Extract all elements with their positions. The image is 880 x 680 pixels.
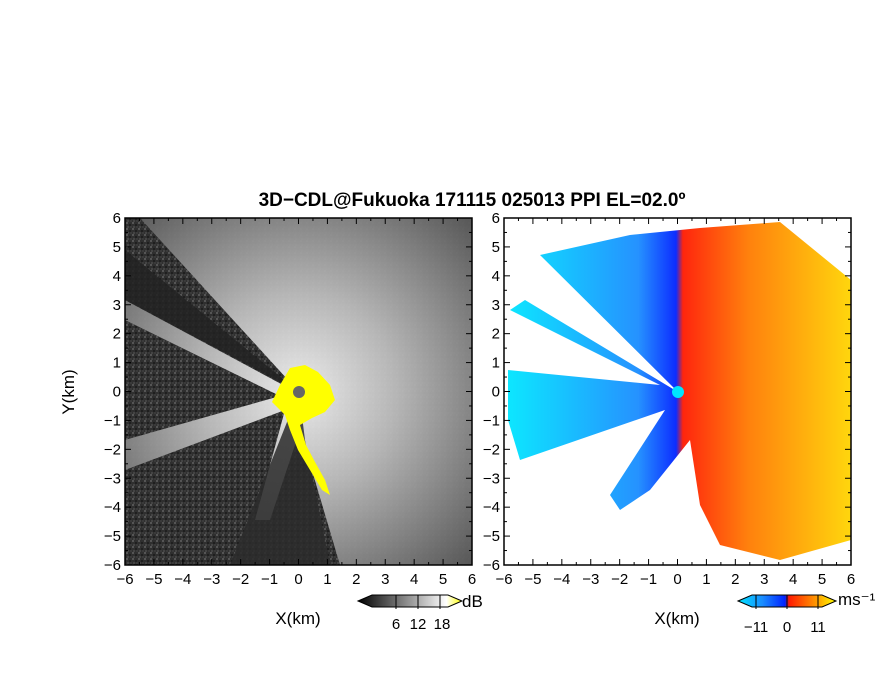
radar-site-marker-velocity bbox=[672, 386, 684, 398]
reflectivity-y-tick-label: −5 bbox=[104, 528, 121, 545]
reflectivity-y-tick-label: −3 bbox=[104, 470, 121, 487]
velocity-x-tick-label: 3 bbox=[760, 571, 768, 588]
velocity-x-tick-label: −2 bbox=[611, 571, 628, 588]
figure-title: 3D−CDL@Fukuoka 171115 025013 PPI EL=02.0… bbox=[259, 190, 686, 211]
velocity-x-tick-label: −1 bbox=[640, 571, 657, 588]
radar-site-marker bbox=[293, 386, 305, 398]
velocity-x-tick-label: −4 bbox=[553, 571, 570, 588]
velocity-x-tick-label: −3 bbox=[582, 571, 599, 588]
reflectivity-ylabel: Y(km) bbox=[59, 369, 78, 414]
reflectivity-colorbar-tick-6: 6 bbox=[392, 616, 400, 633]
reflectivity-y-tick-label: −1 bbox=[104, 412, 121, 429]
reflectivity-y-tick-label: 5 bbox=[113, 239, 121, 256]
reflectivity-x-tick-label: 0 bbox=[294, 571, 302, 588]
reflectivity-y-tick-label: −2 bbox=[104, 441, 121, 458]
reflectivity-echo-region bbox=[125, 218, 472, 565]
reflectivity-x-tick-label: 1 bbox=[323, 571, 331, 588]
velocity-y-tick-label: 4 bbox=[492, 268, 500, 285]
reflectivity-colorbar-unit: dB bbox=[462, 592, 483, 611]
velocity-y-tick-label: −3 bbox=[483, 470, 500, 487]
velocity-y-tick-label: 5 bbox=[492, 239, 500, 256]
reflectivity-panel bbox=[125, 218, 472, 565]
velocity-colorbar-tick-0: 0 bbox=[783, 619, 791, 636]
reflectivity-x-tick-label: 2 bbox=[352, 571, 360, 588]
velocity-colorbar-tick-neg11: −11 bbox=[744, 619, 768, 636]
velocity-x-tick-label: 5 bbox=[818, 571, 826, 588]
reflectivity-y-tick-label: −4 bbox=[104, 499, 121, 516]
velocity-y-tick-label: −5 bbox=[483, 528, 500, 545]
velocity-x-tick-label: 0 bbox=[673, 571, 681, 588]
axes-group: −6−6−5−5−4−4−3−3−2−2−1−100112233445566−6… bbox=[104, 210, 855, 588]
reflectivity-x-tick-label: −6 bbox=[116, 571, 133, 588]
reflectivity-x-tick-label: 3 bbox=[381, 571, 389, 588]
velocity-colorbar-unit: ms⁻¹ bbox=[838, 590, 876, 609]
velocity-y-tick-label: 3 bbox=[492, 297, 500, 314]
velocity-y-tick-label: 0 bbox=[492, 384, 500, 401]
velocity-y-tick-label: 1 bbox=[492, 355, 500, 372]
reflectivity-x-tick-label: −3 bbox=[203, 571, 220, 588]
velocity-x-tick-label: 4 bbox=[789, 571, 797, 588]
reflectivity-x-tick-label: 4 bbox=[410, 571, 418, 588]
velocity-x-tick-label: 1 bbox=[702, 571, 710, 588]
velocity-x-tick-label: −5 bbox=[524, 571, 541, 588]
velocity-y-tick-label: 6 bbox=[492, 210, 500, 227]
reflectivity-y-tick-label: 3 bbox=[113, 297, 121, 314]
velocity-y-tick-label: −6 bbox=[483, 557, 500, 574]
reflectivity-y-tick-label: 0 bbox=[113, 384, 121, 401]
velocity-y-tick-label: −1 bbox=[483, 412, 500, 429]
reflectivity-xlabel: X(km) bbox=[275, 609, 320, 628]
reflectivity-y-tick-label: 6 bbox=[113, 210, 121, 227]
reflectivity-colorbar: 6 12 18 dB bbox=[356, 592, 483, 633]
velocity-x-tick-label: −6 bbox=[495, 571, 512, 588]
reflectivity-dark-wedge-lower bbox=[230, 392, 330, 565]
velocity-x-tick-label: 6 bbox=[847, 571, 855, 588]
reflectivity-saturated-core bbox=[272, 365, 335, 495]
velocity-panel bbox=[504, 218, 851, 565]
reflectivity-y-tick-label: 2 bbox=[113, 326, 121, 343]
reflectivity-colorbar-tick-18: 18 bbox=[434, 616, 451, 633]
velocity-x-tick-label: 2 bbox=[731, 571, 739, 588]
reflectivity-y-tick-label: 4 bbox=[113, 268, 121, 285]
reflectivity-x-tick-label: −4 bbox=[174, 571, 191, 588]
velocity-y-tick-label: −4 bbox=[483, 499, 500, 516]
velocity-y-tick-label: 2 bbox=[492, 326, 500, 343]
reflectivity-x-tick-label: −5 bbox=[145, 571, 162, 588]
reflectivity-x-tick-label: −1 bbox=[261, 571, 278, 588]
reflectivity-y-tick-label: 1 bbox=[113, 355, 121, 372]
velocity-xlabel: X(km) bbox=[654, 609, 699, 628]
velocity-colorbar-tick-11: 11 bbox=[810, 619, 826, 636]
velocity-y-tick-label: −2 bbox=[483, 441, 500, 458]
reflectivity-x-tick-label: −2 bbox=[232, 571, 249, 588]
reflectivity-colorbar-tick-12: 12 bbox=[410, 616, 427, 633]
reflectivity-x-tick-label: 5 bbox=[439, 571, 447, 588]
reflectivity-y-tick-label: −6 bbox=[104, 557, 121, 574]
reflectivity-x-tick-label: 6 bbox=[468, 571, 476, 588]
reflectivity-dark-wedge bbox=[125, 250, 299, 392]
velocity-colorbar: −11 0 11 ms⁻¹ bbox=[736, 590, 876, 636]
